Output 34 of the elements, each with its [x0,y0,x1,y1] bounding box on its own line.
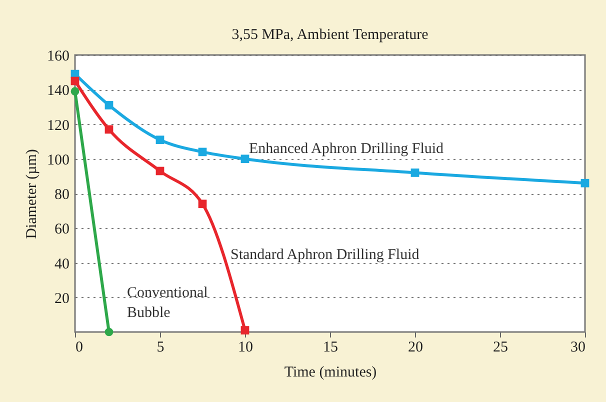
x-tick-label: 20 [408,340,423,356]
x-tick-label: 25 [493,340,508,356]
point [70,76,80,86]
point [104,101,114,110]
x-tick-label: 30 [570,340,586,356]
point [104,328,114,336]
y-tick-label: 20 [54,290,70,307]
point [104,125,114,134]
point [240,326,250,334]
y-tick-label: 140 [47,83,70,100]
point [70,87,80,96]
series-label: Conventional Bubble [127,285,208,321]
point [198,148,207,156]
point [156,166,164,176]
x-tick-label: 5 [156,340,164,356]
y-tick-label: 120 [47,118,70,134]
x-tick-label: 10 [238,340,253,356]
y-tick-label: 100 [47,152,70,168]
x-tick-label: 15 [323,340,338,356]
series-label: Standard Aphron Drilling Fluid [230,246,420,263]
y-tick-label: 80 [54,187,70,203]
point [580,178,590,188]
y-tick-label: 160 [47,48,70,64]
point [410,168,420,177]
y-axis-title: Diameter (µm) [24,149,40,239]
point [156,136,164,144]
point [198,200,207,208]
y-tick-label: 60 [54,222,70,238]
x-axis-title: Time (minutes) [284,364,377,380]
chart-title: 3,55 MPa, Ambient Temperature [232,27,429,43]
series-label: Enhanced Aphron Drilling Fluid [249,140,444,157]
point [240,154,250,164]
y-tick-label: 40 [54,256,70,272]
x-tick-label: 0 [76,340,83,356]
